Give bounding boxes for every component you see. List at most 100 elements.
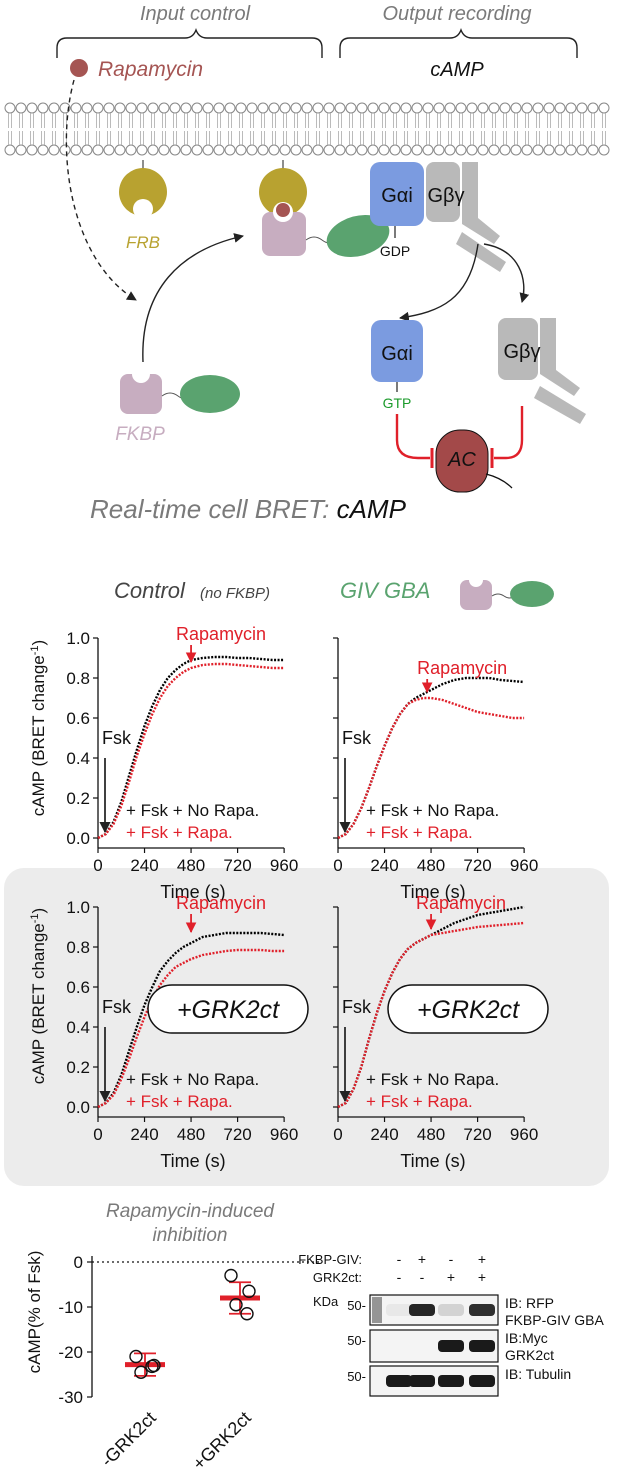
lipid-head	[323, 144, 335, 156]
gai-release-arrow	[399, 243, 479, 322]
lipid-head	[224, 102, 236, 114]
blot-band	[438, 1340, 464, 1352]
x-tick-label: 240	[130, 856, 158, 875]
gai-inhibition-line	[395, 414, 430, 460]
series-line-rapa	[97, 662, 285, 840]
x-axis-label: Time (s)	[400, 1151, 465, 1171]
lipid-head	[444, 144, 456, 156]
blot-row-label: FKBP-GIV:	[298, 1252, 362, 1267]
lipid-head	[378, 102, 390, 114]
bret-title: Real-time cell BRET: cAMP	[90, 494, 407, 524]
x-tick-label: 960	[270, 856, 298, 875]
lipid-head	[422, 102, 434, 114]
scatter-y-tick-label: -20	[58, 1343, 83, 1362]
lipid-head	[598, 144, 610, 156]
blot-band	[469, 1375, 495, 1387]
grk2ct-panel-background	[4, 868, 609, 1186]
lipid-head	[125, 144, 137, 156]
grk2ct-badge	[147, 984, 309, 1034]
x-tick-label: 720	[223, 1125, 251, 1144]
output-bracket	[339, 28, 578, 58]
category-label: +GRK2ct	[189, 1408, 255, 1471]
lipid-head	[268, 144, 280, 156]
y-tick-label: 0.8	[66, 669, 90, 688]
gbg-free	[498, 318, 586, 424]
lipid-head	[136, 144, 148, 156]
y-tick-label: 1.0	[66, 898, 90, 917]
lipid-head	[268, 102, 280, 114]
blot-membrane	[369, 1329, 499, 1363]
lipid-head	[147, 102, 159, 114]
lipid-head	[510, 102, 522, 114]
assembly-arrow	[142, 233, 244, 363]
scatter-y-label: cAMP(% of Fsk)	[25, 1251, 44, 1374]
blot-sign: +	[478, 1269, 486, 1285]
lipid-head	[356, 102, 368, 114]
lipid-head	[48, 102, 60, 114]
rapamycin-label: Rapamycin	[176, 893, 266, 913]
giv-gba-construct-icon	[460, 573, 554, 610]
lipid-head	[521, 102, 533, 114]
lipid-head	[81, 102, 93, 114]
input-control-title: Input control	[140, 3, 251, 25]
lipid-head	[367, 144, 379, 156]
lipid-head	[301, 102, 313, 114]
lipid-head	[180, 102, 192, 114]
lipid-head	[213, 102, 225, 114]
blot-band	[409, 1375, 435, 1387]
lipid-head	[433, 102, 445, 114]
lipid-head	[323, 102, 335, 114]
lipid-head	[499, 144, 511, 156]
lipid-head	[235, 144, 247, 156]
x-axis-label: Time (s)	[160, 1151, 225, 1171]
x-tick-label: 480	[417, 1125, 445, 1144]
lipid-head	[389, 144, 401, 156]
inhibition-title-line1: Rapamycin-induced	[106, 1201, 275, 1222]
lipid-head	[290, 144, 302, 156]
lipid-head	[235, 102, 247, 114]
lipid-head	[543, 144, 555, 156]
control-note: (no FKBP)	[200, 585, 270, 602]
lipid-head	[565, 102, 577, 114]
mw-marker: 50-	[347, 1369, 366, 1384]
series-line-rapa	[337, 696, 525, 840]
legend-rapa: + Fsk + Rapa.	[366, 823, 473, 842]
lipid-head	[367, 102, 379, 114]
rapamycin-label: Rapamycin	[98, 58, 203, 81]
blot-band	[386, 1375, 412, 1387]
fkbp-label: FKBP	[115, 424, 165, 445]
y-axis-label: cAMP (BRET change-1)	[29, 640, 48, 816]
blot-label-line2: GRK2ct	[505, 1347, 554, 1363]
y-tick-label: 0.6	[66, 709, 90, 728]
x-axis-label: Time (s)	[160, 882, 225, 902]
series-line-no-rapa	[97, 931, 285, 1109]
lipid-head	[202, 144, 214, 156]
inhibition-title-line2: inhibition	[153, 1225, 228, 1246]
blot-sign: -	[420, 1269, 425, 1285]
lipid-head	[444, 102, 456, 114]
grk2ct-badge	[387, 984, 549, 1034]
lipid-head	[521, 144, 533, 156]
x-tick-label: 480	[417, 856, 445, 875]
y-tick-label: 0.0	[66, 829, 90, 848]
y-tick-label: 0.2	[66, 1058, 90, 1077]
x-axis-label: Time (s)	[400, 882, 465, 902]
x-tick-label: 960	[510, 856, 538, 875]
rapamycin-label: Rapamycin	[417, 658, 507, 678]
lipid-head	[389, 102, 401, 114]
frb-protein	[119, 160, 167, 219]
lipid-head	[158, 102, 170, 114]
legend-no-rapa: + Fsk + No Rapa.	[126, 801, 259, 820]
lipid-head	[191, 102, 203, 114]
lipid-head	[543, 102, 555, 114]
lipid-head	[488, 144, 500, 156]
lipid-head	[488, 102, 500, 114]
x-tick-label: 0	[93, 856, 102, 875]
output-recording-title: Output recording	[383, 3, 532, 25]
blot-band	[438, 1375, 464, 1387]
series-line-rapa	[97, 948, 285, 1109]
pathway-diagram: Input control Output recording Rapamycin…	[4, 3, 610, 524]
x-tick-label: 720	[463, 856, 491, 875]
data-point	[242, 1284, 256, 1298]
lipid-head	[532, 102, 544, 114]
